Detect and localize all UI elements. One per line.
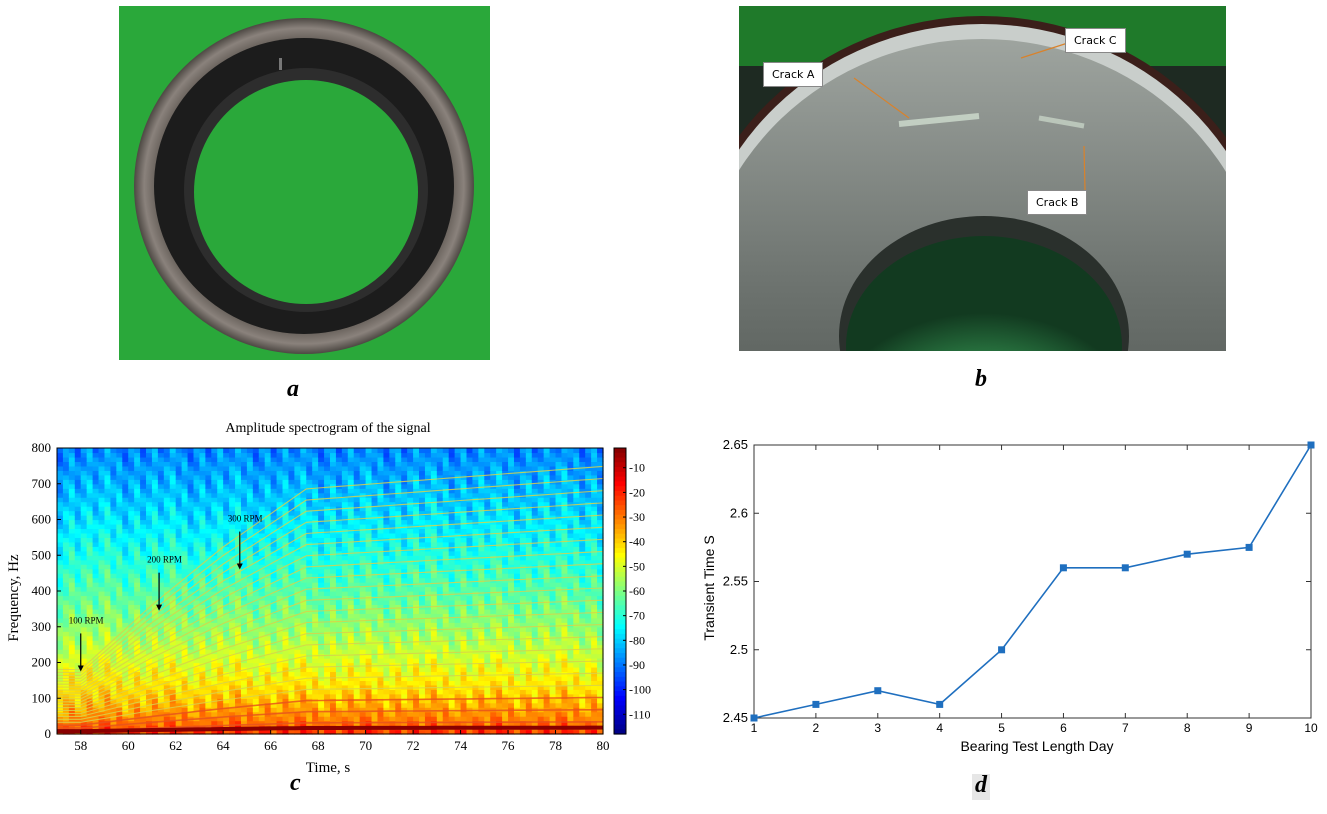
spectrogram-plot-area [56,447,604,735]
x-tick-label-1: 1 [751,721,758,735]
spectrogram-x-label: Time, s [306,760,351,776]
x-tick-label-8: 8 [1184,721,1191,735]
y-tick-label-800: 800 [32,440,52,455]
x-tick-label-66: 66 [264,738,278,753]
x-tick-label-3: 3 [874,721,881,735]
line-chart-x-label: Bearing Test Length Day [960,738,1113,754]
x-tick-label-78: 78 [549,738,562,753]
line-chart-series [750,441,1315,722]
y-tick-label-400: 400 [32,583,52,598]
x-tick-label-70: 70 [359,738,372,753]
colorbar-tick--100: -100 [629,683,651,697]
data-point-6 [1059,564,1067,572]
line-chart-y-label: Transient Time S [701,535,717,640]
colorbar-tick--10: -10 [629,461,645,475]
data-point-4 [936,700,944,708]
x-tick-label-72: 72 [407,738,420,753]
x-tick-label-64: 64 [217,738,231,753]
transient-time-chart: 1 2 3 4 5 6 7 8 9 10 2.45 2.5 2.55 2.6 2.65 Bearing T… [701,437,1318,754]
data-point-2 [812,700,820,708]
line-chart-y-ticks: 2.45 2.5 2.55 2.6 2.65 [723,437,1311,725]
colorbar-tick--40: -40 [629,535,645,549]
colorbar-tick--70: -70 [629,609,645,623]
x-tick-label-62: 62 [169,738,182,753]
colorbar-tick--60: -60 [629,584,645,598]
x-tick-label-2: 2 [813,721,820,735]
y-tick-label-100: 100 [32,690,52,705]
line-chart-axes [753,444,1312,719]
spectrogram-title: Amplitude spectrogram of the signal [225,421,430,436]
crack-b-label: Crack B [1027,190,1088,215]
x-tick-label-9: 9 [1246,721,1253,735]
y-tick-label-2.45: 2.45 [723,710,748,725]
x-tick-label-5: 5 [998,721,1005,735]
annotation-label-0: 100 RPM [69,615,104,625]
x-tick-label-80: 80 [597,738,610,753]
panel-label-d: d [975,772,987,798]
spectrogram-annotations: 100 RPM 200 RPM 300 RPM [69,514,263,672]
x-tick-label-10: 10 [1304,721,1318,735]
y-tick-label-300: 300 [32,619,52,634]
line-chart-frame [753,444,1312,719]
cracked-bearing-photo: Crack A Crack B Crack C [739,6,1226,351]
data-point-7 [1121,564,1129,572]
bearing-ring-illustration [119,6,490,360]
panel-label-d-highlight [972,774,990,800]
data-point-1 [750,714,758,722]
x-tick-label-7: 7 [1122,721,1129,735]
x-tick-label-74: 74 [454,738,468,753]
series-line [753,444,1312,719]
colorbar-tick--30: -30 [629,510,645,524]
x-tick-label-4: 4 [936,721,943,735]
y-tick-label-700: 700 [32,476,52,491]
data-point-10 [1307,441,1315,449]
colorbar-tick--80: -80 [629,633,645,647]
x-tick-label-76: 76 [502,738,516,753]
spectrogram-y-label: Frequency, Hz [6,554,22,642]
spectrogram-colorbar: -10 -20 -30 -40 -50 -60 -70 -80 -90 -100 -110 [613,447,651,735]
colorbar-tick--50: -50 [629,559,645,573]
bearing-ring-photo [119,6,490,360]
spectrogram-chart: Amplitude spectrogram of the signal 58 60… [6,421,651,776]
y-tick-label-600: 600 [32,512,52,527]
y-tick-label-200: 200 [32,655,52,670]
x-tick-label-68: 68 [312,738,325,753]
colorbar-tick--20: -20 [629,485,645,499]
x-tick-label-60: 60 [122,738,135,753]
x-tick-label-6: 6 [1060,721,1067,735]
data-point-8 [1183,550,1191,558]
panel-label-a: a [287,376,299,402]
panel-label-c: c [290,770,301,796]
panel-label-b: b [975,366,987,392]
y-tick-label-2.65: 2.65 [723,437,748,452]
spectrogram-x-ticks: 58 60 62 64 66 68 70 72 74 76 78 80 [74,730,610,753]
y-tick-label-2.6: 2.6 [730,505,748,520]
colorbar-tick--110: -110 [629,707,651,721]
crack-a-label: Crack A [763,62,824,87]
data-point-9 [1245,543,1253,551]
cracked-bearing-illustration [739,6,1226,351]
annotation-label-2: 300 RPM [228,514,263,524]
line-chart-x-ticks: 1 2 3 4 5 6 7 8 9 10 [751,445,1318,735]
colorbar-tick--90: -90 [629,658,645,672]
x-tick-label-58: 58 [74,738,87,753]
spectrogram-y-ticks: 0 100 200 300 400 500 600 700 800 [32,440,61,741]
data-point-3 [874,687,882,695]
crack-c-label: Crack C [1065,28,1126,53]
annotation-label-1: 200 RPM [147,555,182,565]
y-tick-label-2.55: 2.55 [723,574,748,589]
y-tick-label-0: 0 [45,726,52,741]
data-point-5 [998,646,1006,654]
y-tick-label-2.5: 2.5 [730,642,748,657]
y-tick-label-500: 500 [32,547,52,562]
